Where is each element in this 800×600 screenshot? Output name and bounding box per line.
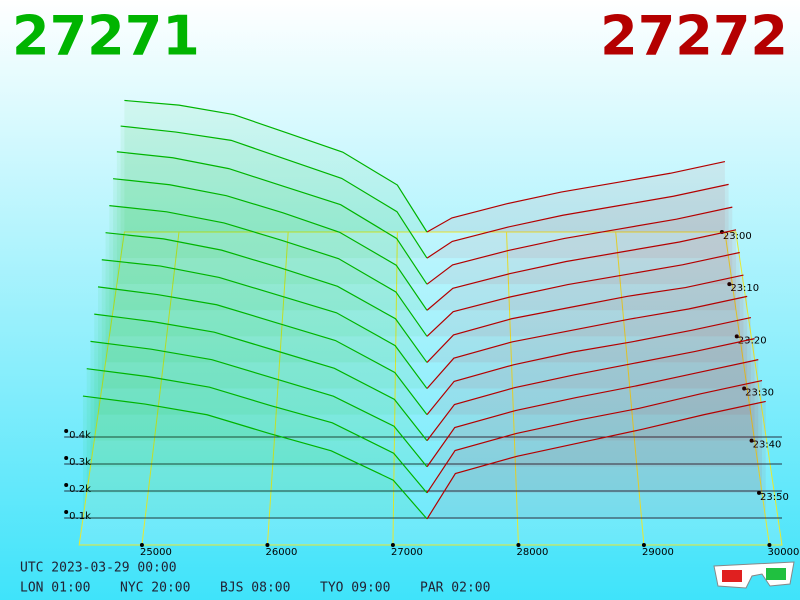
time-tick-label: 23:20	[738, 335, 767, 346]
z-tick-mark	[64, 483, 69, 487]
ask-price: 27272	[600, 5, 788, 68]
right-lens	[766, 568, 786, 580]
ask-depth-line	[426, 400, 766, 520]
z-tick-label: 0.2k	[69, 484, 91, 495]
time-tick-mark	[734, 334, 739, 339]
ask-depth-line	[426, 316, 752, 415]
x-tick-label: 27000	[391, 547, 423, 558]
depth-shade	[427, 359, 759, 467]
bid-depth-line	[94, 313, 428, 442]
depth-shade	[427, 161, 725, 232]
depth-shade	[427, 275, 744, 363]
x-tick-label: 25000	[140, 547, 172, 558]
x-tick-label: 28000	[517, 547, 549, 558]
depth-shade	[427, 317, 751, 415]
time-tick-label: 23:40	[753, 440, 782, 451]
bid-depth-line	[90, 340, 428, 468]
x-tick-mark	[641, 543, 646, 547]
ask-depth-line	[426, 274, 744, 363]
time-tick-mark	[757, 490, 762, 495]
z-tick-label: 0.1k	[69, 511, 91, 522]
x-tick-label: 26000	[266, 547, 298, 558]
grid-line	[615, 231, 645, 546]
floor	[78, 231, 783, 546]
bid-price: 27271	[12, 5, 200, 68]
bid-depth-line	[105, 232, 428, 363]
time-zone-label: PAR 02:00	[420, 581, 490, 596]
x-tick-mark	[516, 543, 521, 547]
time-tick-label: 23:30	[745, 388, 774, 399]
plot: 25000 26000 27000 28000 29000 30000 0.1k 0.2k 0.…	[64, 99, 800, 558]
depth-shade	[427, 296, 748, 389]
bid-depth-line	[97, 286, 428, 415]
ask-depth-line	[426, 379, 763, 494]
x-tick-label: 29000	[642, 547, 674, 558]
bid-depth-line	[116, 151, 428, 285]
ask-depth-line	[426, 251, 740, 337]
ask-depth-line	[426, 338, 755, 442]
bid-depth-line	[113, 178, 428, 311]
depth-shade	[86, 368, 427, 493]
z-tick-label: 0.3k	[69, 457, 91, 468]
depth-shade	[427, 401, 766, 519]
3d-glasses-icon[interactable]	[713, 561, 795, 589]
z-tick-label: 0.4k	[69, 430, 91, 441]
z-tick-mark	[64, 429, 69, 433]
bid-depth-line	[109, 205, 428, 337]
ask-depth-line	[426, 183, 729, 259]
grid-line	[392, 231, 398, 546]
x-tick-mark	[139, 543, 144, 547]
depth-shade	[427, 338, 755, 441]
depth-shade	[101, 259, 427, 389]
depth-shade	[120, 126, 427, 259]
bid-depth-line	[82, 395, 428, 520]
time-zone-label: LON 01:00	[20, 581, 90, 596]
ask-depth-line	[426, 160, 726, 233]
depth-shade	[427, 380, 763, 493]
depth-shade	[109, 205, 427, 337]
depth-shade	[82, 396, 427, 519]
bid-depth-line	[120, 125, 428, 259]
ask-depth-line	[426, 359, 759, 468]
z-tick-mark	[64, 510, 69, 514]
utc-time: UTC 2023-03-29 00:00	[20, 561, 177, 576]
time-tick-label: 23:10	[730, 283, 759, 294]
z-tick-mark	[64, 456, 69, 460]
time-zone-label: NYC 20:00	[120, 581, 190, 596]
time-zone-label: TYO 09:00	[320, 581, 390, 596]
bid-depth-line	[86, 368, 428, 494]
left-lens	[722, 570, 742, 582]
depth-shade	[116, 151, 427, 285]
time-tick-mark	[727, 282, 732, 287]
depth-shade	[427, 229, 737, 311]
depth-shade	[94, 314, 427, 441]
bid-depth-line	[101, 259, 428, 389]
ask-depth-line	[426, 229, 737, 311]
grid-line	[724, 231, 770, 546]
time-zone-label: BJS 08:00	[220, 581, 290, 596]
bid-depth-line	[124, 99, 428, 233]
depth-shade	[105, 232, 427, 363]
depth-shade	[113, 178, 427, 311]
x-tick-mark	[767, 543, 772, 547]
ask-depth-line	[426, 206, 733, 285]
time-tick-label: 23:00	[723, 231, 752, 242]
time-tick-mark	[742, 386, 747, 391]
depth-shade	[124, 100, 427, 233]
grid-line	[266, 231, 289, 546]
x-tick-label: 30000	[768, 547, 800, 558]
depth-shade	[427, 252, 740, 337]
grid-line	[141, 231, 180, 546]
x-tick-mark	[265, 543, 270, 547]
depth-shade	[427, 184, 729, 259]
ask-depth-line	[426, 295, 748, 389]
time-tick-label: 23:50	[760, 492, 789, 503]
time-tick-mark	[749, 438, 754, 443]
time-zones: LON 01:00 NYC 20:00 BJS 08:00 TYO 09:00 PAR …	[20, 581, 490, 596]
depth-shade	[90, 341, 427, 467]
x-tick-mark	[390, 543, 395, 547]
depth-shade	[427, 207, 733, 285]
